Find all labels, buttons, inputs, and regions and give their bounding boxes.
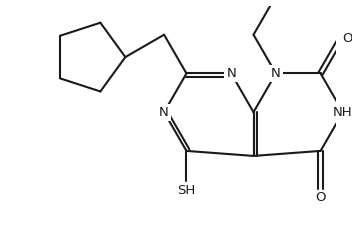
- Text: N: N: [159, 106, 169, 119]
- Text: N: N: [226, 67, 236, 80]
- Text: NH: NH: [333, 106, 352, 119]
- Text: N: N: [271, 67, 281, 80]
- Text: O: O: [315, 191, 326, 204]
- Text: O: O: [342, 32, 352, 45]
- Text: SH: SH: [177, 184, 196, 197]
